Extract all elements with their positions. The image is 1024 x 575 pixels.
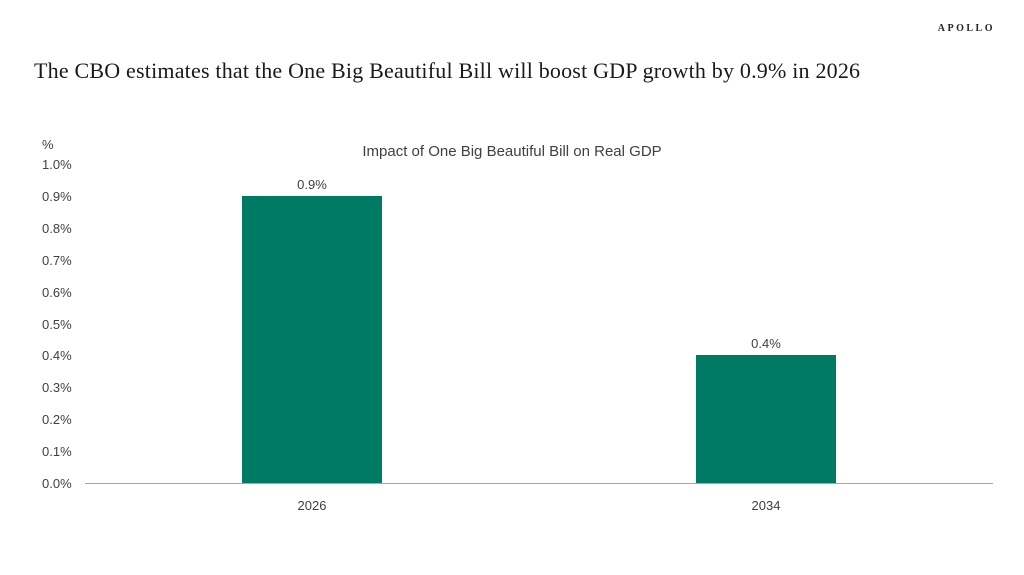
bar-2034 <box>696 355 836 483</box>
bar-2026 <box>242 196 382 483</box>
apollo-logo: APOLLO <box>937 23 995 34</box>
y-tick-label: 1.0% <box>42 157 72 172</box>
y-tick-label: 0.7% <box>42 252 72 268</box>
y-tick-label: 0.6% <box>42 284 72 300</box>
y-tick-label: 0.2% <box>42 412 72 428</box>
y-tick-label: 0.5% <box>42 316 72 332</box>
y-tick-label: 0.8% <box>42 220 72 236</box>
bar-value-label: 0.9% <box>297 177 327 192</box>
bar-value-label: 0.4% <box>751 336 781 351</box>
y-tick-label: 0.1% <box>42 444 72 460</box>
page-title: The CBO estimates that the One Big Beaut… <box>34 58 861 83</box>
chart-title: Impact of One Big Beautiful Bill on Real… <box>362 143 662 160</box>
y-tick-label: 0.3% <box>42 380 72 396</box>
x-tick-label: 2034 <box>751 498 781 513</box>
x-tick-label: 2026 <box>297 498 327 513</box>
y-tick-label: 0.9% <box>42 188 72 204</box>
y-axis-tick-labels: 1.0% 0.9% 0.8% 0.7% 0.6% 0.5% 0.4% 0.3% 0.2% 0.1%… <box>42 157 72 491</box>
y-tick-label: 0.4% <box>42 348 72 364</box>
y-tick-label: 0.0% <box>42 476 72 491</box>
plot-area: 0.9% 2026 0.4% 2034 <box>85 165 993 513</box>
y-axis-unit-label: % <box>42 137 54 152</box>
